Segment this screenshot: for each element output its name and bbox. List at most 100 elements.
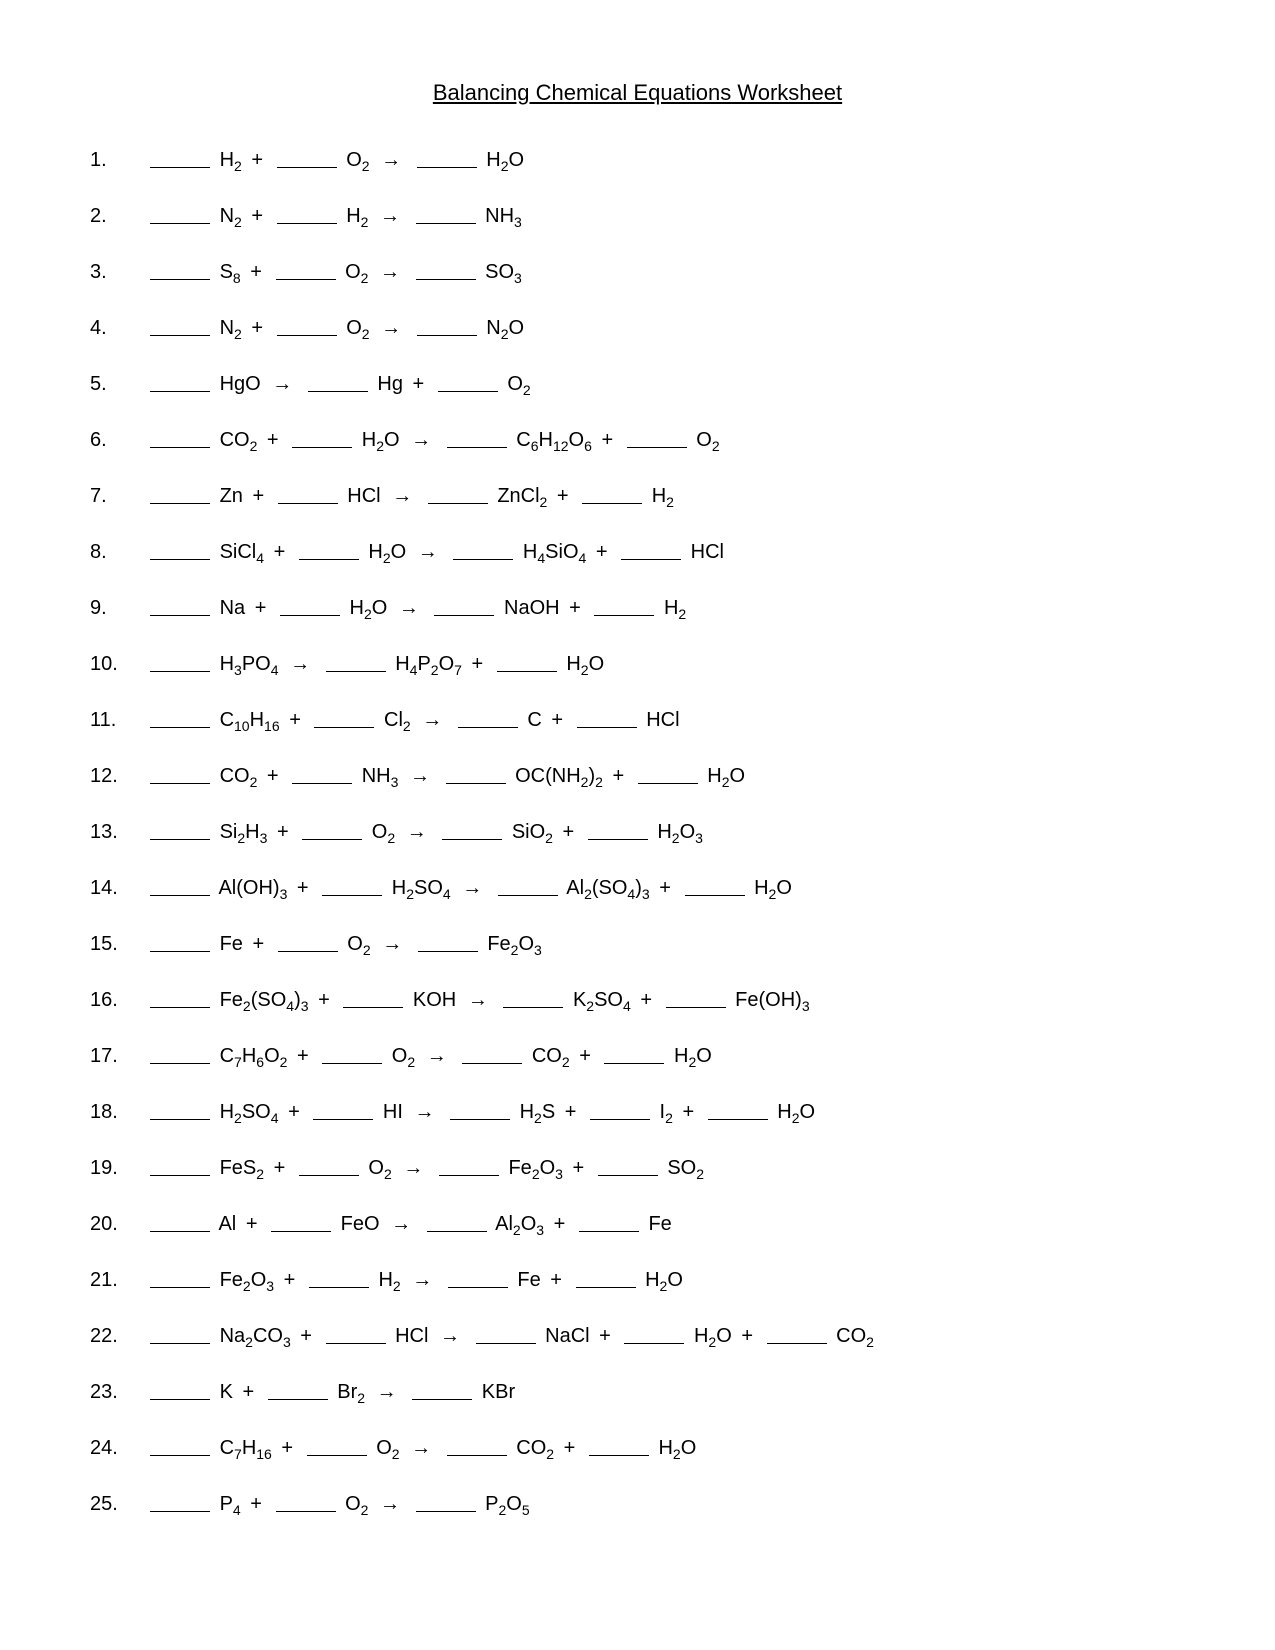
coefficient-blank[interactable] (418, 931, 478, 952)
coefficient-blank[interactable] (150, 1491, 210, 1512)
coefficient-blank[interactable] (577, 707, 637, 728)
coefficient-blank[interactable] (150, 651, 210, 672)
coefficient-blank[interactable] (448, 1267, 508, 1288)
coefficient-blank[interactable] (314, 707, 374, 728)
coefficient-blank[interactable] (271, 1211, 331, 1232)
coefficient-blank[interactable] (150, 1155, 210, 1176)
coefficient-blank[interactable] (150, 315, 210, 336)
coefficient-blank[interactable] (150, 147, 210, 168)
coefficient-blank[interactable] (322, 1043, 382, 1064)
coefficient-blank[interactable] (417, 147, 477, 168)
coefficient-blank[interactable] (427, 1211, 487, 1232)
coefficient-blank[interactable] (627, 427, 687, 448)
coefficient-blank[interactable] (150, 203, 210, 224)
coefficient-blank[interactable] (292, 427, 352, 448)
coefficient-blank[interactable] (322, 875, 382, 896)
coefficient-blank[interactable] (292, 763, 352, 784)
coefficient-blank[interactable] (277, 147, 337, 168)
coefficient-blank[interactable] (276, 1491, 336, 1512)
coefficient-blank[interactable] (438, 371, 498, 392)
coefficient-blank[interactable] (638, 763, 698, 784)
coefficient-blank[interactable] (150, 371, 210, 392)
coefficient-blank[interactable] (313, 1099, 373, 1120)
coefficient-blank[interactable] (276, 259, 336, 280)
coefficient-blank[interactable] (417, 315, 477, 336)
coefficient-blank[interactable] (604, 1043, 664, 1064)
coefficient-blank[interactable] (150, 483, 210, 504)
coefficient-blank[interactable] (416, 1491, 476, 1512)
coefficient-blank[interactable] (450, 1099, 510, 1120)
coefficient-blank[interactable] (309, 1267, 369, 1288)
coefficient-blank[interactable] (416, 203, 476, 224)
coefficient-blank[interactable] (150, 1211, 210, 1232)
coefficient-blank[interactable] (150, 259, 210, 280)
coefficient-blank[interactable] (446, 763, 506, 784)
coefficient-blank[interactable] (150, 875, 210, 896)
coefficient-blank[interactable] (416, 259, 476, 280)
coefficient-blank[interactable] (434, 595, 494, 616)
coefficient-blank[interactable] (150, 427, 210, 448)
coefficient-blank[interactable] (685, 875, 745, 896)
coefficient-blank[interactable] (150, 931, 210, 952)
chemical-formula: O2 (345, 1493, 368, 1515)
problem-row: 7. Zn + HCl → ZnCl2 + H2 (90, 480, 1185, 512)
coefficient-blank[interactable] (576, 1267, 636, 1288)
coefficient-blank[interactable] (598, 1155, 658, 1176)
coefficient-blank[interactable] (439, 1155, 499, 1176)
chemical-formula: Cl2 (384, 709, 411, 731)
coefficient-blank[interactable] (462, 1043, 522, 1064)
coefficient-blank[interactable] (150, 763, 210, 784)
coefficient-blank[interactable] (302, 819, 362, 840)
coefficient-blank[interactable] (150, 1379, 210, 1400)
coefficient-blank[interactable] (150, 1435, 210, 1456)
coefficient-blank[interactable] (277, 315, 337, 336)
coefficient-blank[interactable] (503, 987, 563, 1008)
coefficient-blank[interactable] (624, 1323, 684, 1344)
coefficient-blank[interactable] (268, 1379, 328, 1400)
coefficient-blank[interactable] (582, 483, 642, 504)
coefficient-blank[interactable] (579, 1211, 639, 1232)
coefficient-blank[interactable] (767, 1323, 827, 1344)
coefficient-blank[interactable] (326, 1323, 386, 1344)
coefficient-blank[interactable] (497, 651, 557, 672)
coefficient-blank[interactable] (308, 371, 368, 392)
coefficient-blank[interactable] (277, 203, 337, 224)
coefficient-blank[interactable] (299, 539, 359, 560)
coefficient-blank[interactable] (150, 1267, 210, 1288)
coefficient-blank[interactable] (343, 987, 403, 1008)
coefficient-blank[interactable] (588, 819, 648, 840)
coefficient-blank[interactable] (150, 987, 210, 1008)
coefficient-blank[interactable] (150, 819, 210, 840)
coefficient-blank[interactable] (666, 987, 726, 1008)
coefficient-blank[interactable] (299, 1155, 359, 1176)
chemical-formula: O2 (696, 429, 719, 451)
coefficient-blank[interactable] (150, 595, 210, 616)
coefficient-blank[interactable] (453, 539, 513, 560)
coefficient-blank[interactable] (280, 595, 340, 616)
coefficient-blank[interactable] (621, 539, 681, 560)
coefficient-blank[interactable] (447, 1435, 507, 1456)
equation: P4 + O2 → P2O5 (146, 1488, 530, 1520)
coefficient-blank[interactable] (590, 1099, 650, 1120)
coefficient-blank[interactable] (458, 707, 518, 728)
coefficient-blank[interactable] (150, 1043, 210, 1064)
coefficient-blank[interactable] (307, 1435, 367, 1456)
coefficient-blank[interactable] (150, 707, 210, 728)
coefficient-blank[interactable] (476, 1323, 536, 1344)
coefficient-blank[interactable] (278, 483, 338, 504)
coefficient-blank[interactable] (150, 1099, 210, 1120)
coefficient-blank[interactable] (708, 1099, 768, 1120)
coefficient-blank[interactable] (150, 539, 210, 560)
coefficient-blank[interactable] (594, 595, 654, 616)
coefficient-blank[interactable] (442, 819, 502, 840)
coefficient-blank[interactable] (278, 931, 338, 952)
coefficient-blank[interactable] (412, 1379, 472, 1400)
coefficient-blank[interactable] (326, 651, 386, 672)
coefficient-blank[interactable] (150, 1323, 210, 1344)
coefficient-blank[interactable] (428, 483, 488, 504)
chemical-formula: K2SO4 (573, 989, 631, 1011)
coefficient-blank[interactable] (447, 427, 507, 448)
coefficient-blank[interactable] (498, 875, 558, 896)
equation: N2 + H2 → NH3 (146, 200, 522, 232)
coefficient-blank[interactable] (589, 1435, 649, 1456)
